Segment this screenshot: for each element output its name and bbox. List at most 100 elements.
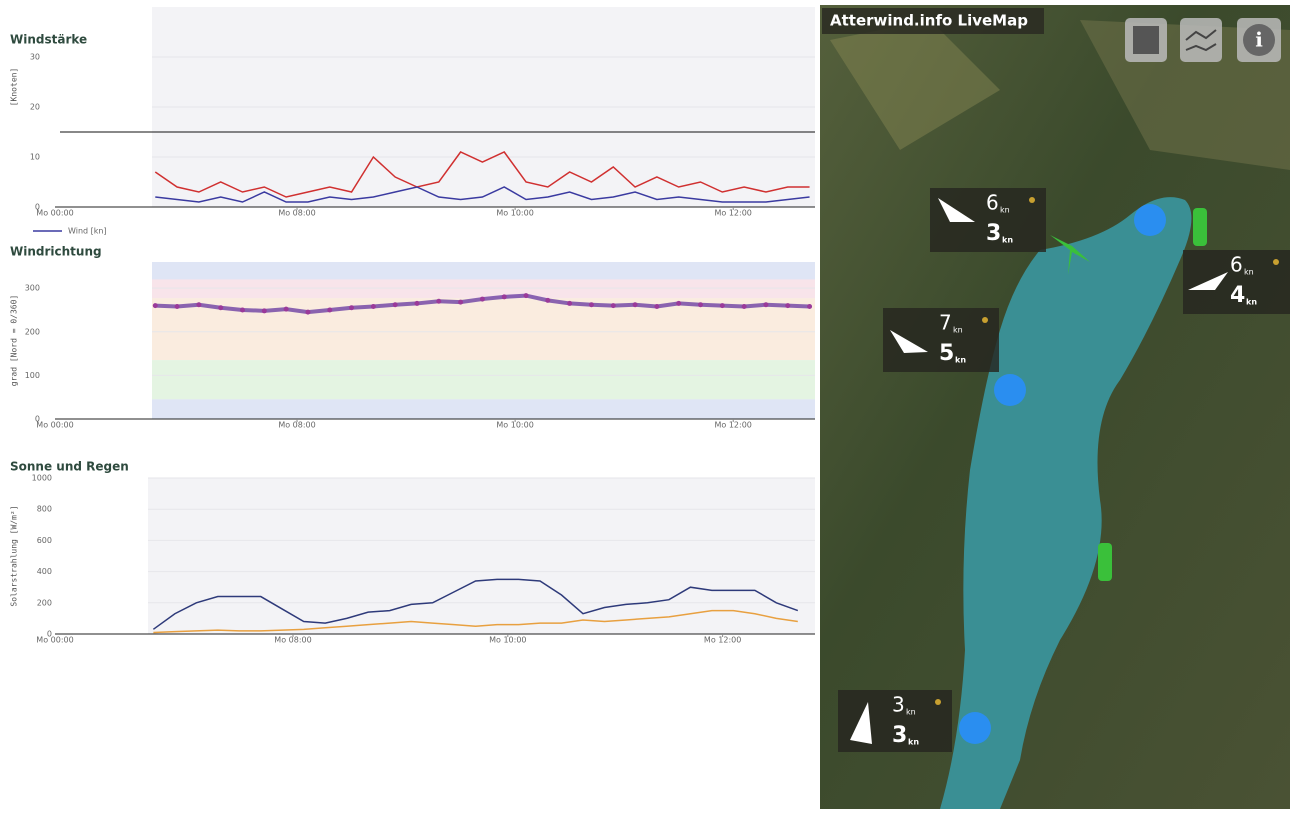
direction-point [414, 300, 420, 306]
chart-icon [1185, 29, 1217, 52]
station-unit: kn [1246, 298, 1257, 307]
station-unit: kn [908, 738, 919, 747]
plot-area [148, 478, 815, 634]
direction-point [479, 296, 485, 302]
direction-point [610, 303, 616, 309]
button-bg [1180, 18, 1222, 62]
direction-point [327, 307, 333, 313]
info-button[interactable]: i [1237, 18, 1281, 62]
direction-point [545, 297, 551, 303]
direction-point [785, 303, 791, 309]
weather-station [1193, 208, 1207, 246]
legend-label: Wind [kn] [68, 227, 107, 236]
direction-point [392, 302, 398, 308]
x-tick-label: Mo 12:00 [715, 209, 752, 218]
y-axis-label: grad [Nord = 0/360] [10, 295, 19, 387]
wind-arrow [850, 702, 872, 744]
x-origin-label: Mo 00:00 [36, 209, 73, 218]
direction-point [240, 307, 246, 313]
y-tick-label: 30 [30, 53, 40, 62]
direction-band [152, 399, 815, 419]
info-icon [1243, 24, 1275, 56]
direction-point [436, 298, 442, 304]
chart-title: Sonne und Regen [10, 460, 129, 474]
y-tick-label: 800 [37, 505, 52, 514]
direction-point [676, 300, 682, 306]
station-wind: 5 [939, 341, 954, 366]
series-line [155, 186, 810, 203]
wind-arrow [1188, 272, 1228, 290]
station-unit: kn [1002, 236, 1013, 245]
direction-point [174, 303, 180, 309]
chart-title: Windrichtung [10, 245, 102, 259]
direction-point [218, 305, 224, 311]
sun-icon [935, 699, 941, 705]
y-tick-label: 100 [25, 371, 40, 380]
station-gust: 3 [892, 693, 905, 717]
station-unit: kn [906, 708, 916, 717]
wind-arrow [890, 330, 928, 353]
direction-point [588, 302, 594, 308]
direction-point [807, 303, 813, 309]
x-tick-label: Mo 10:00 [496, 209, 533, 218]
direction-point [349, 305, 355, 311]
direction-point [567, 300, 573, 306]
info-glyph: i [1255, 28, 1263, 52]
x-tick-label: Mo 08:00 [278, 209, 315, 218]
chart-title: Windstärke [10, 33, 87, 47]
y-tick-label: 20 [30, 103, 40, 112]
direction-band [152, 360, 815, 400]
direction-point [501, 294, 507, 300]
calendar-button[interactable] [1125, 18, 1167, 62]
direction-point [719, 303, 725, 309]
y-tick-label: 0 [35, 415, 40, 424]
direction-point [261, 308, 267, 314]
chart-button[interactable] [1180, 18, 1222, 62]
y-tick-label: 0 [35, 203, 40, 212]
direction-band [152, 279, 815, 299]
direction-point [283, 306, 289, 312]
y-tick-label: 600 [37, 536, 52, 545]
y-tick-label: 300 [25, 284, 40, 293]
map-title-box [822, 8, 1044, 34]
direction-point [698, 302, 704, 308]
wind-arrow [938, 198, 975, 222]
station-unit: kn [1244, 268, 1254, 277]
x-tick-label: Mo 10:00 [489, 636, 526, 645]
direction-point [654, 303, 660, 309]
map-panel: Atterwind.info LiveMap i 6 kn3 kn6 kn4 kn7 kn… [820, 5, 1290, 810]
y-axis-label: [Knoten] [10, 68, 19, 107]
y-tick-label: 1000 [32, 474, 52, 483]
direction-point [763, 302, 769, 308]
y-tick-label: 200 [37, 598, 52, 607]
station-unit: kn [955, 356, 966, 365]
station-wind: 3 [986, 221, 1001, 246]
x-tick-label: Mo 08:00 [278, 421, 315, 430]
direction-point [370, 303, 376, 309]
weather-station [1098, 543, 1112, 581]
x-tick-label: Mo 10:00 [496, 421, 533, 430]
calendar-icon [1133, 26, 1159, 54]
wind-turbine [1050, 235, 1090, 275]
y-tick-label: 400 [37, 567, 52, 576]
series-line [154, 151, 810, 198]
direction-point [458, 299, 464, 305]
x-origin-label: Mo 00:00 [36, 421, 73, 430]
x-origin-label: Mo 00:00 [36, 636, 73, 645]
y-tick-label: 0 [47, 630, 52, 639]
series-line [153, 609, 798, 634]
direction-point [196, 302, 202, 308]
direction-point [632, 302, 638, 308]
station-wind: 3 [892, 723, 907, 748]
sun-icon [1273, 259, 1279, 265]
buoy [994, 374, 1026, 406]
map-field [830, 20, 1000, 150]
sun-icon [982, 317, 988, 323]
station-box [838, 690, 952, 752]
buoy [1134, 204, 1166, 236]
station-box [1183, 250, 1290, 314]
direction-band [152, 262, 815, 280]
station-unit: kn [953, 326, 963, 335]
